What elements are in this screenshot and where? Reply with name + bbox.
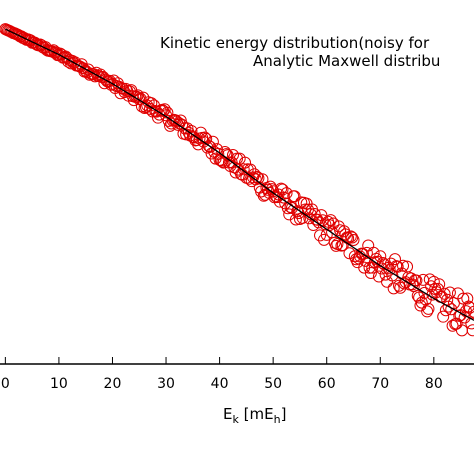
x-tick-label-8: 80	[425, 376, 443, 392]
data-point-349	[466, 324, 474, 337]
data-point-210	[280, 187, 293, 200]
legend-entry-1: Kinetic energy distribution(noisy for	[160, 34, 430, 52]
data-point-327	[437, 310, 450, 323]
data-point-259	[346, 231, 359, 244]
data-point-155	[206, 135, 219, 148]
data-point-159	[212, 147, 225, 160]
data-point-231	[308, 207, 321, 220]
x-axis-label: Ek [mEh]	[223, 405, 286, 426]
data-point-237	[316, 214, 329, 227]
x-axis-label-bracket-open: [mE	[239, 405, 274, 423]
data-point-87	[115, 82, 128, 95]
data-point-235	[314, 229, 327, 242]
data-point-290	[387, 282, 400, 295]
data-point-216	[288, 190, 301, 203]
data-point-313	[418, 286, 431, 299]
x-tick-label-2: 20	[104, 376, 122, 392]
x-axis-label-sub-k: k	[232, 413, 239, 426]
x-ticks: 0 10 20 30 40 50 60 70 80	[1, 357, 443, 392]
data-point-109	[145, 97, 158, 110]
data-point-260	[347, 233, 360, 246]
data-point-207	[276, 183, 289, 196]
data-point-332	[443, 286, 456, 299]
data-point-345	[461, 292, 474, 305]
data-point-328	[438, 287, 451, 300]
x-tick-label-1: 10	[50, 376, 68, 392]
data-point-333	[445, 303, 458, 316]
legend-entry-2: Analytic Maxwell distribu	[253, 52, 440, 70]
maxwell-fit-line	[5, 28, 474, 321]
x-tick-label-6: 60	[318, 376, 336, 392]
data-point-288	[384, 257, 397, 270]
data-point-172	[229, 166, 242, 179]
data-point-324	[433, 278, 446, 291]
data-point-119	[158, 103, 171, 116]
data-point-323	[431, 282, 444, 295]
data-point-183	[244, 163, 257, 176]
data-point-217	[289, 213, 302, 226]
data-point-291	[389, 253, 401, 266]
data-point-281	[375, 262, 388, 275]
data-point-287	[383, 263, 396, 276]
data-point-247	[330, 239, 343, 252]
x-axis-label-main: E	[223, 405, 232, 423]
x-tick-label-3: 30	[157, 376, 175, 392]
data-point-178	[237, 163, 250, 176]
data-point-293	[391, 260, 404, 273]
x-tick-label-5: 50	[264, 376, 282, 392]
data-point-243	[324, 214, 337, 227]
x-axis-label-bracket-close: ]	[281, 405, 287, 423]
x-tick-label-0: 0	[1, 376, 10, 392]
data-point-311	[415, 296, 428, 309]
data-point-170	[226, 149, 239, 161]
data-point-280	[374, 250, 387, 263]
data-point-304	[406, 278, 419, 291]
data-point-273	[364, 267, 377, 280]
x-axis-label-sub-h: h	[274, 413, 281, 426]
data-point-307	[410, 274, 423, 287]
data-point-297	[397, 259, 410, 272]
data-point-315	[421, 305, 434, 318]
data-point-350	[468, 305, 474, 318]
data-point-348	[465, 317, 474, 330]
x-tick-label-7: 70	[371, 376, 389, 392]
data-point-316	[422, 302, 435, 315]
data-point-23	[30, 38, 43, 51]
x-tick-label-4: 40	[211, 376, 229, 392]
data-point-347	[463, 301, 474, 314]
data-point-258	[344, 230, 357, 243]
data-point-136	[181, 122, 194, 135]
data-point-278	[371, 255, 384, 268]
